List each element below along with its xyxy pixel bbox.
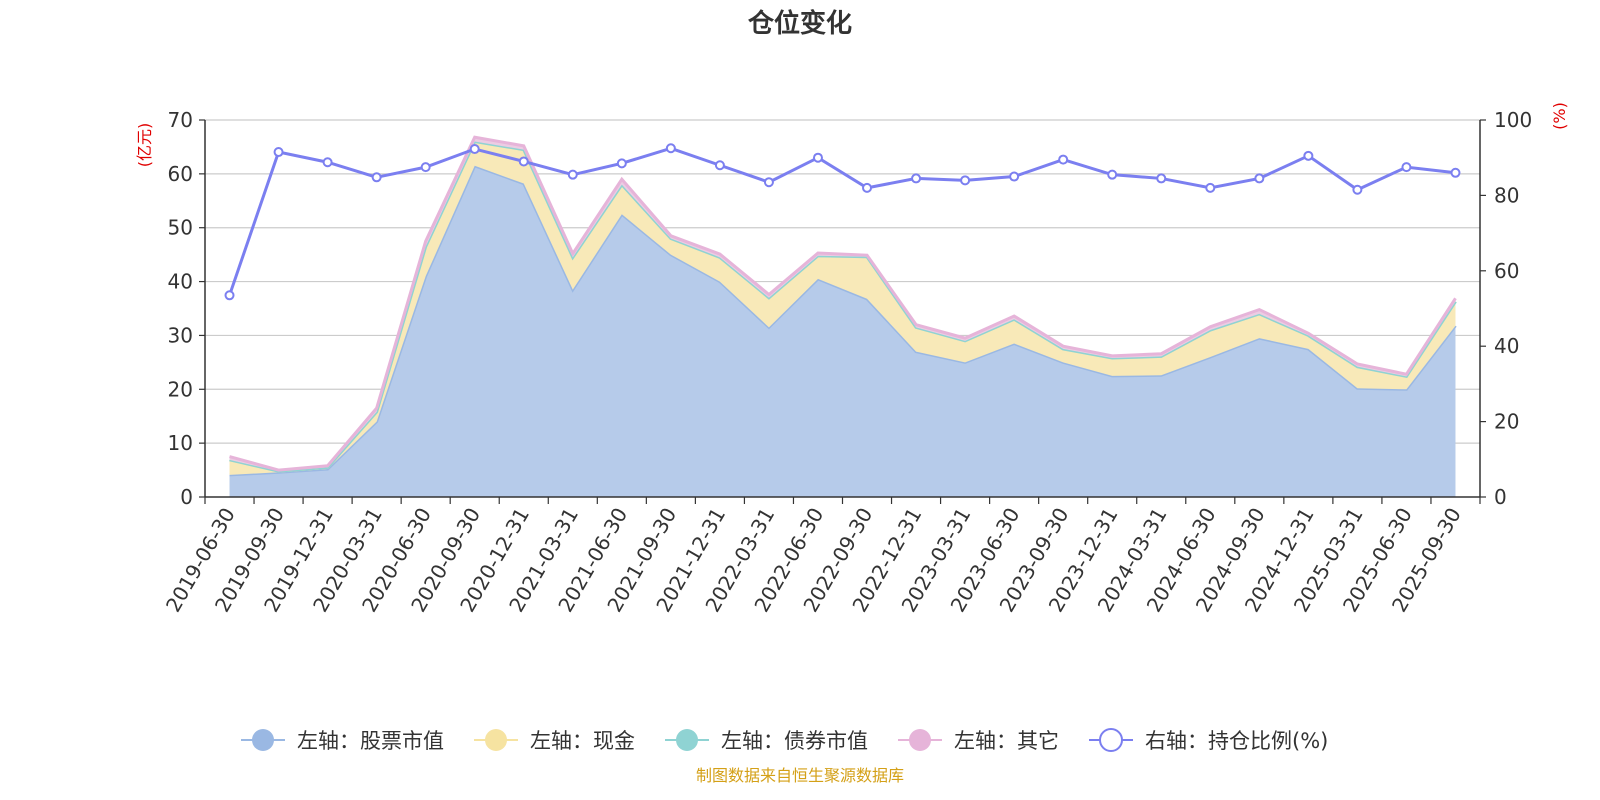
ratio-point-18 xyxy=(1107,169,1118,180)
ratio-point-7 xyxy=(567,169,578,180)
area-series-edge-0 xyxy=(229,163,1457,477)
legend-label-2: 左轴：债券市值 xyxy=(721,729,868,753)
legend-label-1: 左轴：现金 xyxy=(530,729,635,753)
ratio-point-5 xyxy=(469,144,480,155)
ratio-point-22 xyxy=(1303,150,1314,161)
ratio-point-14 xyxy=(911,173,922,184)
legend-label-3: 左轴：其它 xyxy=(954,729,1059,753)
legend-marker-1 xyxy=(485,729,507,751)
ratio-point-0 xyxy=(224,290,235,301)
legend: 左轴：股票市值 左轴：现金 左轴：债券市值 左轴：其它 右轴：持仓比例(%) xyxy=(241,728,1328,753)
ratio-point-15 xyxy=(960,175,971,186)
ratio-point-1 xyxy=(273,147,284,158)
ratio-point-9 xyxy=(665,143,676,154)
area-series-0 xyxy=(229,165,1456,497)
ratio-line-path xyxy=(228,146,1456,296)
ratio-point-20 xyxy=(1205,182,1216,193)
right-tick-label-3: 60 xyxy=(1494,259,1519,283)
legend-label-0: 左轴：股票市值 xyxy=(297,729,444,753)
ratio-point-8 xyxy=(616,158,627,169)
left-axis-unit: (亿元) xyxy=(135,123,154,168)
left-tick-label-0: 0 xyxy=(180,485,193,509)
legend-marker-4 xyxy=(1099,728,1123,752)
chart-title: 仓位变化 xyxy=(747,8,852,39)
right-axis-unit: (%) xyxy=(1550,102,1569,130)
ratio-point-13 xyxy=(862,182,873,193)
legend-item-3[interactable]: 左轴：其它 xyxy=(898,729,1059,753)
legend-item-4[interactable]: 右轴：持仓比例(%) xyxy=(1089,728,1328,753)
right-tick-label-5: 100 xyxy=(1494,108,1532,132)
left-tick-label-1: 10 xyxy=(168,431,193,455)
ratio-point-3 xyxy=(371,172,382,183)
left-tick-label-2: 20 xyxy=(168,377,193,401)
legend-marker-3 xyxy=(909,729,931,751)
ratio-point-17 xyxy=(1058,154,1069,165)
position-ratio-line xyxy=(224,143,1461,301)
ratio-point-4 xyxy=(420,162,431,173)
area-series-edge-3 xyxy=(229,135,1457,472)
ratio-point-19 xyxy=(1156,173,1167,184)
right-tick-label-4: 80 xyxy=(1494,183,1519,207)
left-tick-label-3: 30 xyxy=(168,323,193,347)
ratio-point-23 xyxy=(1352,184,1363,195)
left-tick-label-4: 40 xyxy=(168,270,193,294)
stacked-areas xyxy=(229,135,1457,497)
left-tick-label-7: 70 xyxy=(168,108,193,132)
legend-marker-2 xyxy=(676,729,698,751)
ratio-point-16 xyxy=(1009,171,1020,182)
legend-item-0[interactable]: 左轴：股票市值 xyxy=(241,729,444,753)
right-tick-label-2: 40 xyxy=(1494,334,1519,358)
ratio-point-12 xyxy=(812,152,823,163)
ratio-point-6 xyxy=(518,156,529,167)
right-tick-label-1: 20 xyxy=(1494,410,1519,434)
legend-item-2[interactable]: 左轴：债券市值 xyxy=(665,729,868,753)
data-source-note: 制图数据来自恒生聚源数据库 xyxy=(696,766,904,785)
ratio-point-25 xyxy=(1450,167,1461,178)
left-tick-label-6: 60 xyxy=(168,162,193,186)
ratio-point-21 xyxy=(1254,173,1265,184)
legend-label-4: 右轴：持仓比例(%) xyxy=(1145,729,1328,753)
ratio-point-11 xyxy=(763,177,774,188)
ratio-point-10 xyxy=(714,160,725,171)
right-tick-label-0: 0 xyxy=(1494,485,1507,509)
ratio-point-2 xyxy=(322,157,333,168)
left-tick-label-5: 50 xyxy=(168,216,193,240)
legend-item-1[interactable]: 左轴：现金 xyxy=(474,729,635,753)
ratio-point-24 xyxy=(1401,162,1412,173)
legend-marker-0 xyxy=(252,729,274,751)
